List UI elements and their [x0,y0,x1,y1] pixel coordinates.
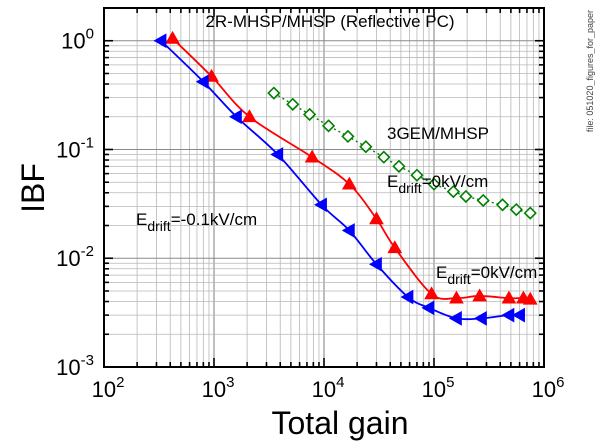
data-point-green [359,140,373,154]
y-tick-label: 10-3 [56,352,94,380]
axis-ticks [103,7,544,368]
data-point-green [427,177,441,191]
labels: 2R-MHSP/MHSP (Reflective PC) Total gain … [15,12,564,441]
x-tick-label: 106 [532,374,565,402]
data-point-blue [153,33,167,49]
data-point-green [286,97,300,111]
y-axis-label: IBF [15,163,51,213]
data-point-green [302,107,317,122]
y-tick-label: 10-2 [56,243,94,271]
data-point-red [165,30,180,44]
data-point-red [472,288,488,302]
data-point-blue [270,147,284,162]
data-point-green [377,150,391,164]
data-point-red [341,176,357,190]
data-point-blue [400,289,414,305]
data-point-blue [512,307,525,323]
data-point-red [449,290,464,304]
data-point-green [509,202,523,217]
y-tick-label: 10-1 [56,134,94,162]
x-tick-label: 102 [92,374,125,402]
data-point-blue [421,300,435,316]
data-point-red [369,211,384,225]
data-point-blue [195,74,209,90]
data-point-green [495,198,510,212]
data-point-green [267,86,281,100]
series-line-green [273,92,531,214]
series-green [267,86,537,220]
data-point-blue [314,197,327,213]
data-point-red [387,240,403,254]
chart-title: 2R-MHSP/MHSP (Reflective PC) [205,12,454,31]
data-point-blue [448,311,462,326]
ann-red-field: Edrift=0kV/cm [436,263,537,287]
data-point-red [424,286,439,300]
data-point-red [242,109,257,123]
series-layer [153,30,538,326]
ann-3gem: 3GEM/MHSP [387,124,489,143]
x-axis-label: Total gain [272,405,409,441]
data-point-blue [341,223,355,238]
data-point-green [341,129,355,144]
data-point-green [410,168,424,182]
data-point-green [476,193,490,208]
x-tick-label: 105 [422,374,455,402]
ann-blue-field: Edrift=-0.1kV/cm [136,210,257,234]
data-point-green [459,189,473,204]
x-tick-label: 104 [312,374,345,402]
data-point-blue [473,311,487,326]
series-red [165,30,538,305]
data-point-green [321,119,336,133]
annotations: 3GEM/MHSP Edrift=0kV/cm Edrift=-0.1kV/cm Ed… [136,124,537,287]
y-tick-label: 100 [61,26,94,54]
file-note: file: 051020_figures_for_paper [585,10,595,133]
data-point-blue [228,109,242,125]
data-point-red [501,290,517,304]
data-point-blue [368,256,382,272]
data-point-green [446,184,461,199]
series-line-red [171,37,531,301]
data-point-red [304,149,320,163]
x-tick-label: 103 [202,374,235,402]
data-point-red [522,291,538,305]
grid [104,8,544,367]
data-point-green [523,206,537,220]
series-blue [153,33,525,326]
data-point-green [392,159,406,173]
ann-3gem-field: Edrift=0kV/cm [387,172,488,196]
